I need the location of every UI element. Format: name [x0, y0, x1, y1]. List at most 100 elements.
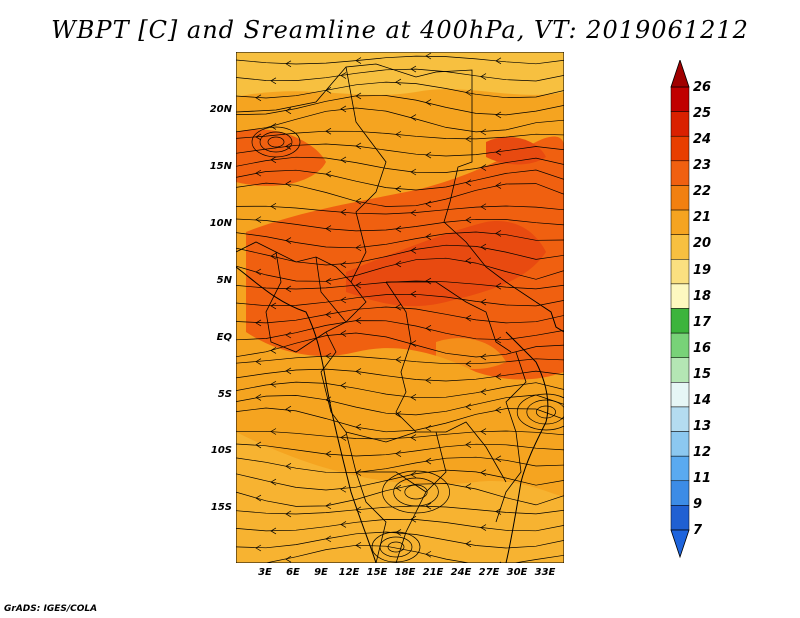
lon-label-12e: 12E: [338, 567, 360, 578]
streamline-arrow: [465, 403, 472, 411]
streamline-arrow: [495, 282, 502, 290]
streamline: [236, 293, 564, 307]
streamline-arrow: [395, 225, 402, 233]
streamline-arrow: [480, 73, 487, 80]
lat-label-20n: 20N: [209, 104, 232, 115]
streamline-arrow: [340, 105, 347, 113]
streamline: [236, 257, 564, 282]
colorbar-label-14: 14: [693, 393, 712, 408]
colorbar-label-13: 13: [693, 419, 712, 434]
lon-label-15e: 15E: [366, 567, 388, 578]
streamline-arrow: [325, 396, 332, 404]
streamline-arrow: [465, 216, 472, 224]
streamline-arrow: [255, 94, 262, 102]
streamline-arrow: [480, 203, 487, 211]
streamline-arrow: [495, 455, 502, 463]
colorbar-label-19: 19: [693, 263, 712, 278]
streamline-arrow: [255, 494, 262, 502]
streamline-arrow: [395, 131, 402, 138]
streamline-arrow: [255, 133, 262, 141]
streamline-arrow: [270, 77, 277, 85]
streamline-arrow: [270, 203, 277, 210]
lat-label-10s: 10S: [210, 445, 232, 456]
colorbar-cell: [670, 382, 690, 408]
streamline-arrow: [270, 156, 277, 164]
vortex-line: [536, 405, 556, 419]
streamline: [236, 107, 564, 133]
vortex-line: [393, 477, 439, 507]
streamline-arrow: [425, 325, 432, 332]
coastlines: [236, 266, 564, 563]
streamline-arrow: [495, 148, 502, 156]
vortex-line: [526, 399, 564, 425]
streamline-arrow: [285, 367, 292, 375]
colorbar-label-25: 25: [693, 106, 712, 121]
streamline: [236, 81, 564, 99]
streamline-arrow: [425, 99, 432, 106]
streamline-arrow: [255, 544, 262, 552]
lat-label-eq: EQ: [216, 332, 232, 343]
streamline-arrow: [395, 185, 402, 193]
streamline-arrow: [270, 302, 277, 310]
streamline-arrow: [285, 285, 292, 293]
colorbar-label-12: 12: [693, 445, 712, 460]
streamline-arrow: [495, 57, 502, 65]
streamline-arrow: [285, 510, 292, 518]
lon-label-9e: 9E: [314, 567, 328, 578]
streamline: [236, 456, 564, 473]
colorbar-label-21: 21: [693, 210, 712, 225]
streamline-arrow: [495, 406, 502, 414]
streamline: [236, 55, 564, 65]
streamline-arrow: [325, 311, 332, 318]
vortex-line: [267, 136, 285, 148]
grads-credit: GrADS: IGES/COLA: [4, 604, 98, 614]
streamline-arrow: [480, 428, 487, 435]
streamline-arrow: [325, 127, 332, 135]
streamline-arrow: [410, 65, 417, 73]
streamline: [236, 443, 564, 457]
streamline: [236, 205, 564, 215]
streamline-arrow: [410, 290, 417, 298]
colorbar-cell: [670, 209, 690, 235]
country-borders: [236, 63, 537, 563]
streamline-arrow: [255, 268, 262, 276]
streamline-arrow: [395, 303, 402, 311]
streamline: [236, 519, 564, 532]
colorbar-cell: [670, 234, 690, 260]
streamline-arrow: [355, 469, 362, 476]
streamline-arrow: [465, 179, 472, 187]
colorbar-cell: [670, 357, 690, 383]
colorbar-cell: [670, 455, 690, 482]
streamline-arrow: [395, 260, 402, 268]
colorbar-label-24: 24: [693, 132, 712, 147]
colorbar-cell: [670, 111, 690, 137]
colorbar-cell: [670, 406, 690, 432]
streamline-arrow: [355, 244, 362, 252]
streamline-arrow: [340, 330, 347, 337]
streamline-arrow: [410, 434, 417, 441]
streamline-arrow: [355, 197, 362, 205]
streamline: [236, 505, 564, 515]
streamline-arrow: [340, 72, 347, 79]
colorbar-bottom-arrow: [670, 529, 690, 559]
lat-label-5n: 5N: [216, 275, 232, 286]
streamline-arrow: [425, 200, 432, 208]
streamline-arrow: [425, 277, 432, 285]
streamline-arrow: [325, 352, 332, 360]
streamline-arrow: [410, 515, 417, 523]
vortex-line: [516, 393, 564, 431]
vortex-line: [382, 470, 450, 514]
streamline: [236, 483, 564, 507]
streamline-arrow: [355, 92, 362, 100]
streamline-arrow: [355, 423, 362, 431]
streamline-arrow: [255, 216, 262, 223]
streamline-arrow: [425, 52, 432, 60]
streamline-arrow: [495, 336, 502, 344]
colorbar-label-26: 26: [693, 80, 712, 95]
streamline-arrow: [410, 340, 417, 347]
streamline-arrow: [425, 151, 432, 159]
streamline-arrow: [325, 87, 332, 94]
streamline-arrow: [480, 524, 487, 531]
streamline-arrow: [285, 143, 292, 150]
streamline-arrow: [285, 555, 292, 563]
